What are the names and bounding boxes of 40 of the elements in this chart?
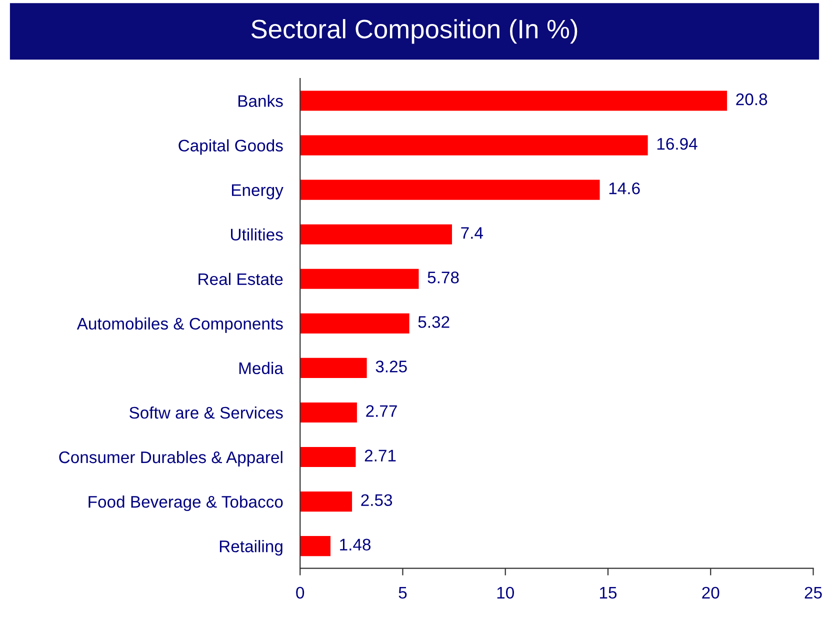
y-tick-label: Softw are & Services	[130, 406, 283, 419]
x-tick-label: 0	[296, 586, 304, 599]
data-label: 1.48	[340, 538, 371, 551]
bar	[300, 536, 330, 556]
y-tick-label: Food Beverage & Tobacco	[88, 496, 283, 512]
y-tick-label: Real Estate	[198, 272, 283, 286]
y-tick-label: Energy	[232, 184, 284, 200]
bar	[300, 180, 600, 200]
bar	[300, 402, 357, 422]
data-label: 16.94	[657, 138, 698, 150]
data-label: 14.6	[609, 182, 640, 194]
y-tick-label: Retailing	[220, 540, 282, 556]
y-tick-label: Capital Goods	[178, 139, 283, 155]
x-tick-label: 15	[600, 587, 617, 599]
data-label: 2.77	[366, 405, 397, 417]
data-label: 20.8	[736, 93, 768, 106]
bar	[300, 224, 452, 244]
y-tick-label: Media	[239, 362, 284, 374]
data-label: 3.25	[376, 360, 407, 372]
x-tick-label: 5	[398, 587, 407, 599]
bar	[300, 446, 356, 468]
bar	[300, 90, 728, 111]
x-tick-label: 25	[804, 586, 822, 599]
data-label: 2.71	[364, 450, 396, 462]
y-tick-label: Consumer Durables & Apparel	[59, 450, 282, 467]
bar	[300, 135, 648, 156]
x-tick-label: 10	[497, 586, 514, 599]
bar	[300, 358, 367, 378]
bar	[300, 492, 352, 512]
bar	[300, 268, 419, 289]
data-label: 5.32	[418, 316, 450, 328]
chart-title: Sectoral Composition (In %)	[251, 19, 578, 44]
data-label: 5.78	[428, 272, 459, 284]
y-tick-label: Utilities	[231, 228, 283, 241]
data-label: 7.4	[461, 227, 484, 239]
data-label: 2.53	[361, 494, 392, 506]
bar	[300, 313, 410, 334]
x-tick-label: 20	[702, 586, 720, 599]
y-tick-label: Banks	[238, 94, 283, 107]
y-tick-label: Automobiles & Components	[76, 317, 283, 333]
